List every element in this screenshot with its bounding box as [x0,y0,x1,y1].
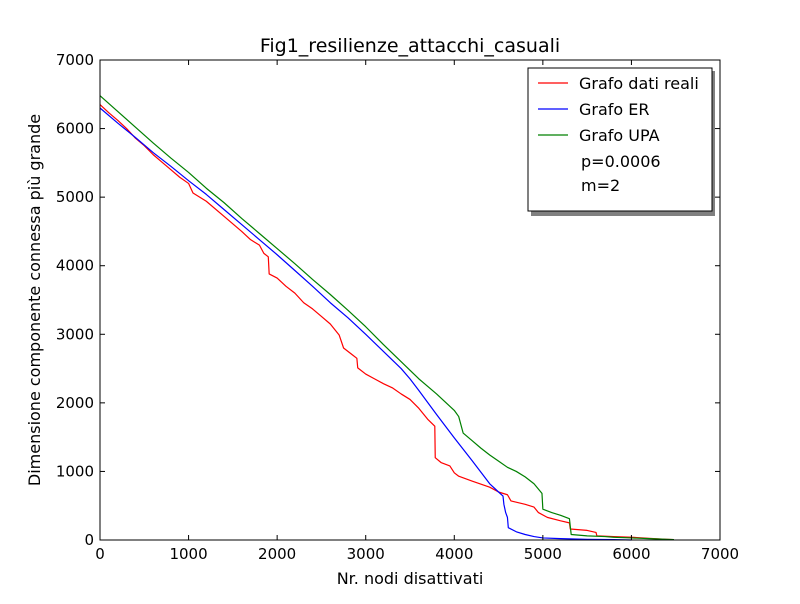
x-tick-label: 3000 [347,545,385,563]
y-axis-label: Dimensione componente connessa più grand… [25,114,44,486]
x-tick-label: 7000 [701,545,739,563]
x-tick-label: 2000 [258,545,296,563]
y-tick-label: 3000 [56,325,94,343]
legend-label-0: Grafo dati reali [579,74,699,93]
y-tick-label: 4000 [56,257,94,275]
series-line-0 [99,104,674,541]
plot-lines [99,95,674,541]
y-tick-label: 2000 [56,394,94,412]
series-line-2 [99,95,674,541]
plot-area-frame [99,59,721,541]
y-tick-label: 7000 [56,51,94,69]
y-tick-label: 5000 [56,188,94,206]
series-line-1 [99,107,632,541]
legend: Grafo dati reali Grafo ER Grafo UPA p=0.000… [527,67,715,216]
chart-title: Fig1_resilienze_attacchi_casuali [260,35,560,57]
y-axis-ticks: 0 1000 2000 3000 4000 5000 6000 7000 [56,51,720,549]
x-tick-label: 4000 [435,545,473,563]
legend-extra-0: p=0.0006 [581,152,661,171]
x-tick-label: 1000 [169,545,207,563]
y-tick-label: 1000 [56,462,94,480]
x-tick-label: 5000 [524,545,562,563]
x-tick-label: 6000 [612,545,650,563]
y-tick-label: 6000 [56,120,94,138]
x-axis-label: Nr. nodi disattivati [337,569,484,588]
legend-entries: Grafo dati reali Grafo ER Grafo UPA p=0.000… [538,74,699,195]
legend-label-2: Grafo UPA [579,126,660,145]
x-axis-ticks: 0 1000 2000 3000 4000 5000 6000 7000 [95,60,739,563]
legend-extra-1: m=2 [581,176,620,195]
legend-label-1: Grafo ER [579,100,650,119]
y-tick-label: 0 [84,531,94,549]
legend-box [527,67,713,212]
x-tick-label: 0 [95,545,105,563]
